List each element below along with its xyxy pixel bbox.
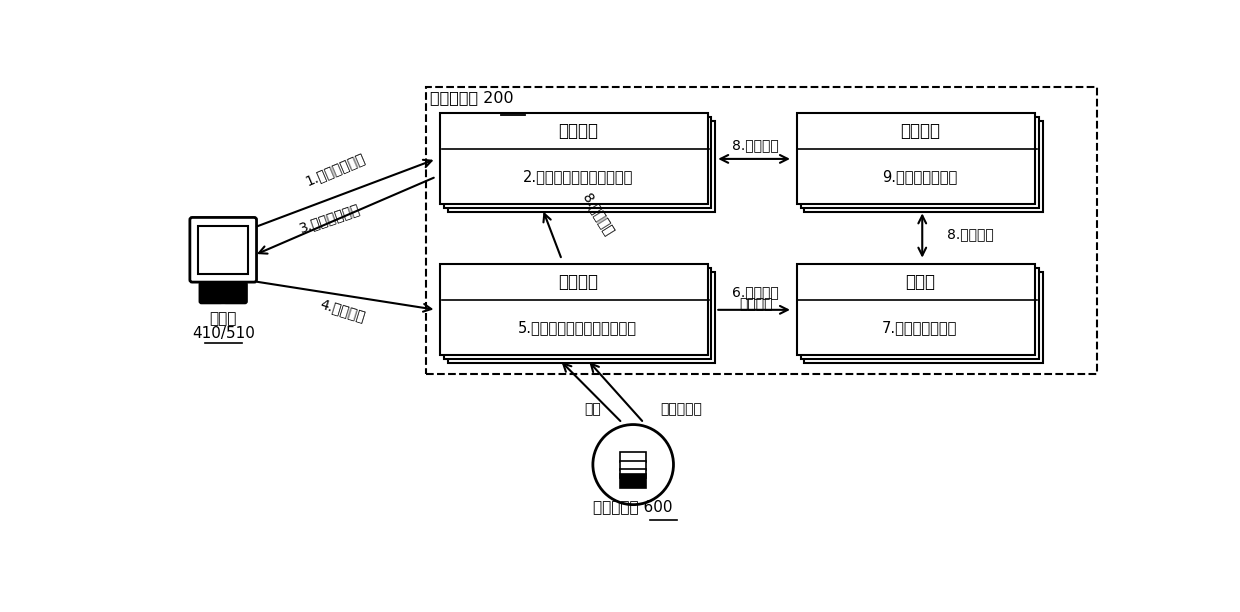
Text: 2.模拟执行提案并进行背书: 2.模拟执行提案并进行背书 [522, 169, 632, 184]
Text: 给主节点: 给主节点 [739, 297, 773, 312]
Text: 主节点: 主节点 [905, 273, 935, 291]
FancyBboxPatch shape [448, 272, 715, 363]
Text: 8.同步区块: 8.同步区块 [947, 228, 993, 241]
FancyBboxPatch shape [440, 113, 708, 204]
FancyBboxPatch shape [620, 452, 646, 461]
FancyBboxPatch shape [620, 474, 646, 488]
Text: 交易: 交易 [584, 402, 601, 416]
Circle shape [593, 425, 673, 505]
FancyBboxPatch shape [620, 469, 646, 479]
FancyBboxPatch shape [805, 121, 1043, 212]
FancyBboxPatch shape [801, 118, 1039, 208]
FancyBboxPatch shape [198, 226, 248, 274]
FancyBboxPatch shape [801, 268, 1039, 359]
Text: 1.提交交易提案: 1.提交交易提案 [303, 151, 367, 188]
Text: 410/510: 410/510 [192, 326, 254, 341]
Text: 背书节点: 背书节点 [558, 122, 598, 140]
FancyBboxPatch shape [805, 272, 1043, 363]
FancyBboxPatch shape [200, 283, 247, 303]
Text: 4.提交交易: 4.提交交易 [319, 297, 367, 324]
FancyBboxPatch shape [448, 121, 715, 212]
FancyBboxPatch shape [440, 264, 708, 355]
Text: 3.返回提案响应: 3.返回提案响应 [298, 201, 362, 235]
FancyBboxPatch shape [444, 118, 712, 208]
Ellipse shape [213, 305, 233, 313]
FancyBboxPatch shape [797, 264, 1035, 355]
Text: 9.保存区块到账本: 9.保存区块到账本 [883, 169, 957, 184]
FancyBboxPatch shape [190, 217, 257, 282]
Text: 8.同步区块: 8.同步区块 [580, 191, 616, 238]
Text: 7.保存区块到账本: 7.保存区块到账本 [882, 320, 957, 335]
Text: 区块链网络 200: 区块链网络 200 [430, 91, 513, 105]
FancyBboxPatch shape [620, 461, 646, 470]
Text: 记账节点: 记账节点 [900, 122, 940, 140]
Text: 8.同步区块: 8.同步区块 [733, 138, 779, 152]
Text: 6.广播区块: 6.广播区块 [733, 285, 779, 299]
Text: 时间戳服务 600: 时间戳服务 600 [594, 499, 673, 514]
FancyBboxPatch shape [797, 113, 1035, 204]
Text: 5.对交易进行排序并生成区块: 5.对交易进行排序并生成区块 [518, 320, 637, 335]
FancyBboxPatch shape [444, 268, 712, 359]
Text: 交易时间戳: 交易时间戳 [660, 402, 702, 416]
Text: 排序节点: 排序节点 [558, 273, 598, 291]
Text: 客户端: 客户端 [210, 311, 237, 326]
